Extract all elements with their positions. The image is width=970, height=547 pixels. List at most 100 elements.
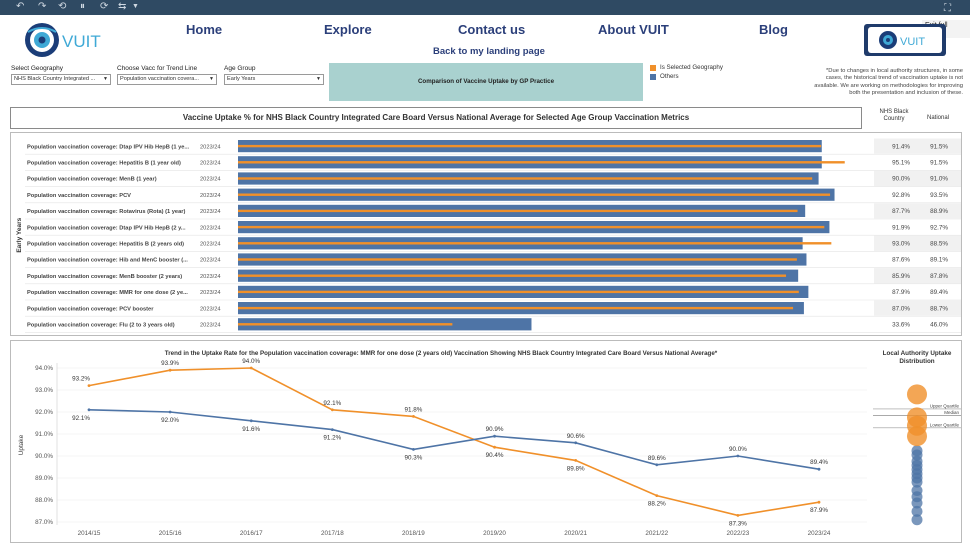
nav-explore[interactable]: Explore — [324, 22, 372, 37]
redo-icon[interactable]: ↷ — [38, 1, 47, 12]
vacc-select[interactable]: Population vaccination covera... ▼ — [117, 74, 217, 85]
value-cell-bg — [874, 268, 961, 284]
vuit-logo-badge[interactable]: VUIT — [864, 24, 946, 56]
bar-chart-panel: Early Years Population vaccination covera… — [10, 132, 962, 336]
bar-period-label: 2023/24 — [200, 323, 221, 329]
nhs-value-label: 87.7% — [892, 208, 910, 215]
data-label-national: 90.0% — [729, 446, 747, 453]
value-cell-bg — [874, 154, 961, 170]
series-point-national — [574, 441, 578, 445]
legend-swatch-orange — [650, 64, 656, 71]
geography-select[interactable]: NHS Black Country Integrated ... ▼ — [11, 74, 111, 85]
dropdown-icon[interactable]: ▼ — [132, 3, 139, 10]
bar-nhs — [238, 242, 832, 245]
series-point-national — [736, 454, 740, 458]
data-label-national: 90.6% — [567, 433, 585, 440]
data-label-national: 92.0% — [161, 417, 179, 424]
revert-icon[interactable]: ⟲ — [58, 1, 67, 12]
nav-blog[interactable]: Blog — [759, 22, 788, 37]
value-cell-bg — [874, 187, 961, 203]
data-label-nhs: 94.0% — [242, 358, 260, 365]
data-label-nhs: 87.3% — [729, 520, 747, 527]
vacc-filter: Choose Vacc for Trend Line Population va… — [117, 65, 217, 85]
bar-period-label: 2023/24 — [200, 193, 221, 199]
top-toolbar: ↶ ↷ ⟲ ⏸ ⟳ ⇆ ▼ — [0, 0, 970, 15]
geography-filter-label: Select Geography — [11, 65, 64, 72]
distribution-point-other — [911, 497, 923, 509]
series-line-national — [88, 409, 820, 470]
quartile-label: Median — [944, 410, 959, 415]
data-label-nhs: 88.2% — [648, 501, 666, 508]
distribution-point-other — [911, 476, 923, 488]
y-tick-label: 94.0% — [35, 365, 53, 372]
x-tick-label: 2020/21 — [564, 530, 587, 537]
bar-period-label: 2023/24 — [200, 306, 221, 312]
row-group-label: Early Years — [16, 217, 23, 252]
bar-category-label: Population vaccination coverage: Rotavir… — [27, 209, 185, 215]
x-tick-label: 2018/19 — [402, 530, 425, 537]
nav-about-vuit[interactable]: About VUIT — [598, 22, 669, 37]
line-chart-title: Trend in the Uptake Rate for the Populat… — [165, 350, 718, 357]
compare-gp-practice-button[interactable]: Comparison of Vaccine Uptake by GP Pract… — [329, 63, 643, 101]
series-point-nhs — [168, 368, 172, 372]
data-label-nhs: 93.9% — [161, 360, 179, 367]
distribution-point-other — [911, 505, 923, 517]
bar-period-label: 2023/24 — [200, 177, 221, 183]
data-label-nhs: 91.8% — [405, 406, 423, 413]
x-tick-label: 2022/23 — [727, 530, 750, 537]
nav-contact-us[interactable]: Contact us — [458, 22, 526, 37]
nhs-value-label: 92.8% — [892, 192, 910, 199]
refresh-icon[interactable]: ⟳ — [100, 1, 109, 12]
bar-nhs — [238, 323, 453, 326]
bar-nhs — [238, 258, 797, 261]
bar-nhs — [238, 177, 813, 180]
nhs-value-label: 90.0% — [892, 176, 910, 183]
nav-home[interactable]: Home — [186, 22, 223, 37]
x-tick-label: 2023/24 — [808, 530, 831, 537]
bar-period-label: 2023/24 — [200, 161, 221, 167]
fullscreen-icon[interactable]: ⛶ — [944, 3, 951, 14]
vuit-logo[interactable]: VUIT — [22, 20, 117, 60]
national-value-label: 89.4% — [930, 289, 948, 296]
quartile-label: Upper Quartile — [930, 403, 960, 408]
y-axis-label: Uptake — [18, 434, 25, 455]
undo-icon[interactable]: ↶ — [16, 1, 25, 12]
line-chart-panel: Trend in the Uptake Rate for the Populat… — [10, 340, 962, 543]
bar-nhs — [238, 290, 799, 294]
data-label-national: 89.6% — [648, 455, 666, 462]
bar-period-label: 2023/24 — [200, 225, 221, 231]
bar-period-label: 2023/24 — [200, 290, 221, 296]
legend-item-others[interactable]: Others — [650, 73, 723, 80]
national-value-label: 91.5% — [930, 143, 948, 150]
age-group-select[interactable]: Early Years ▼ — [224, 74, 324, 85]
distribution-title-line2: Distribution — [899, 358, 934, 365]
chevron-down-icon: ▼ — [209, 76, 214, 82]
data-label-national: 90.9% — [486, 426, 504, 433]
back-to-landing-link[interactable]: Back to my landing page — [433, 46, 545, 57]
data-label-nhs: 89.8% — [567, 465, 585, 472]
series-point-national — [412, 448, 415, 451]
value-cell-bg — [874, 203, 961, 219]
pause-icon[interactable]: ⏸ — [80, 1, 85, 12]
legend-item-selected[interactable]: Is Selected Geography — [650, 64, 723, 71]
bar-nhs — [238, 161, 845, 164]
nhs-value-label: 93.0% — [892, 241, 910, 248]
data-label-national: 91.2% — [323, 435, 341, 442]
national-value-label: 93.5% — [930, 192, 948, 199]
column-header-national: National — [926, 115, 949, 121]
series-point-nhs — [493, 445, 496, 449]
nhs-value-label: 85.9% — [892, 273, 910, 280]
national-value-label: 88.9% — [930, 208, 948, 215]
bar-category-label: Population vaccination coverage: Flu (2 … — [27, 323, 175, 329]
bar-category-label: Population vaccination coverage: PCV — [27, 193, 131, 199]
bar-nhs — [238, 225, 825, 229]
bar-category-label: Population vaccination coverage: Hib and… — [27, 258, 188, 264]
y-tick-label: 89.0% — [35, 475, 53, 482]
logo-text: VUIT — [62, 32, 101, 51]
series-point-national — [493, 434, 496, 438]
nhs-value-label: 33.6% — [892, 322, 910, 329]
legend: Is Selected Geography Others — [650, 64, 723, 82]
share-icon[interactable]: ⇆ — [118, 1, 127, 12]
footnote: *Due to changes in local authority struc… — [814, 68, 963, 97]
y-tick-label: 87.0% — [35, 519, 53, 526]
